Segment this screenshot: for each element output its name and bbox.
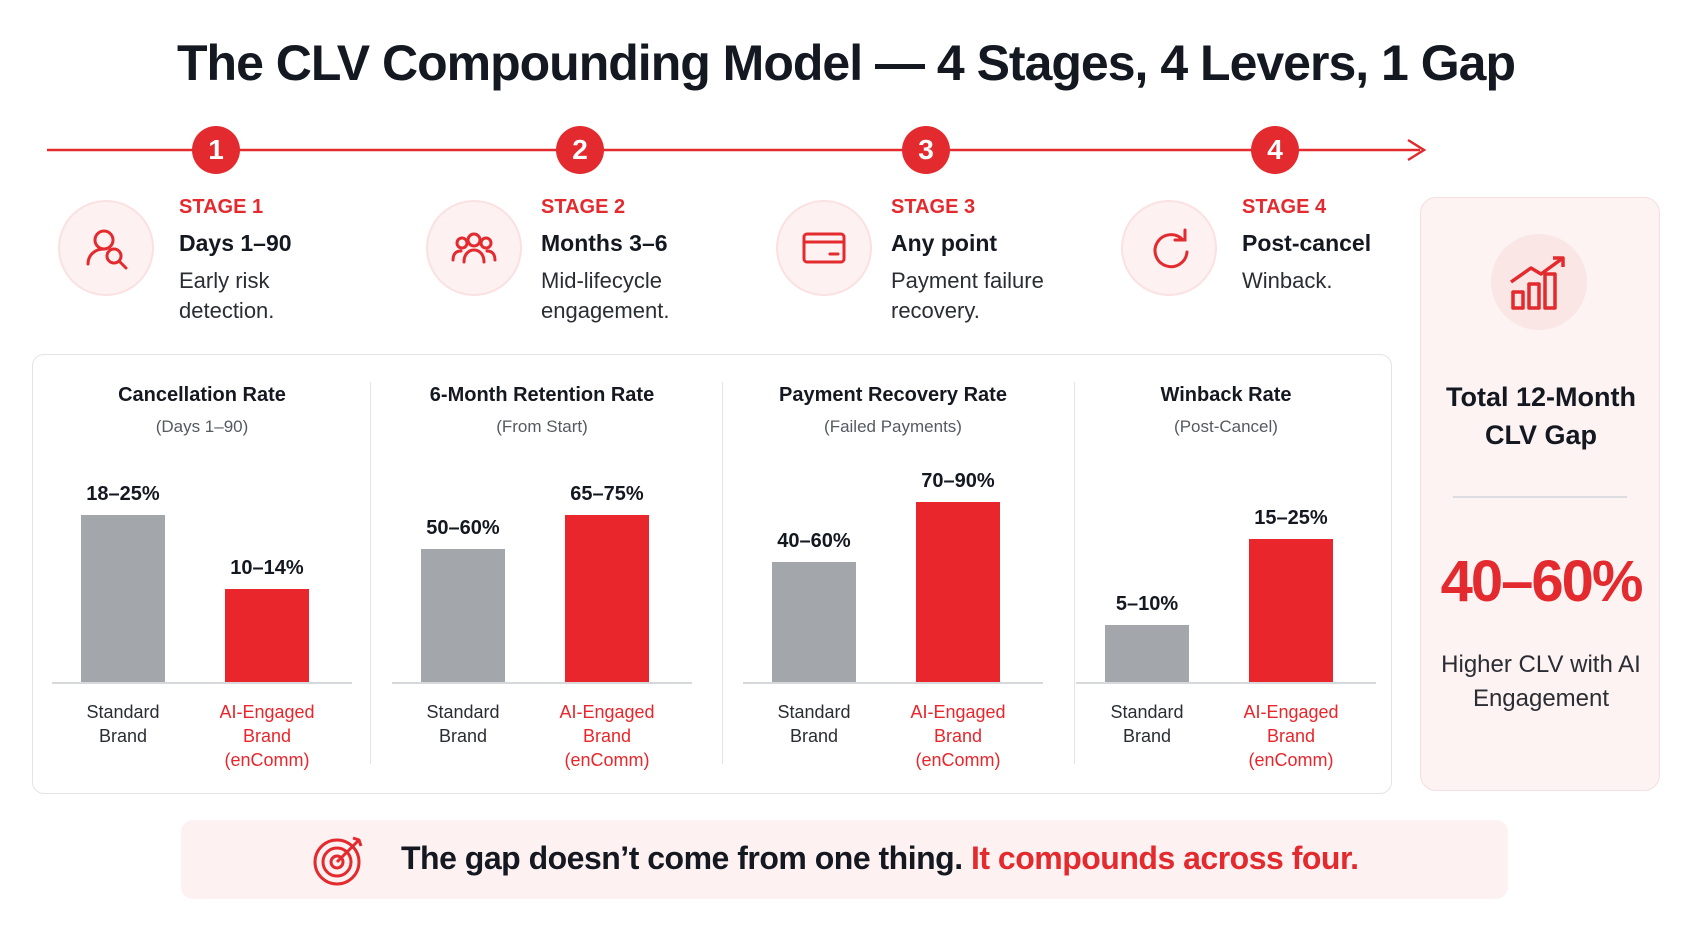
footer-lead: The gap doesn’t come from one thing. (401, 840, 963, 876)
baseline (392, 682, 692, 684)
growth-icon (1491, 234, 1587, 330)
chart-separator (1074, 382, 1075, 764)
stage-description: Early risk detection. (179, 268, 275, 323)
stage-number: 1 (192, 126, 240, 174)
stage-icon (426, 200, 522, 296)
divider (1453, 496, 1627, 498)
category-label: Standard Brand (1110, 702, 1184, 746)
stage-description: Mid-lifecycle engagement. (541, 268, 670, 323)
stage-period: Any point (891, 230, 998, 256)
bar (81, 515, 165, 682)
bar (565, 515, 649, 682)
stage-description: Winback. (1242, 268, 1333, 293)
bar (1105, 624, 1189, 682)
chart-separator (722, 382, 723, 764)
bar (772, 562, 856, 682)
bar (1249, 539, 1333, 682)
stage-label: STAGE 1 (179, 196, 264, 218)
chart-title: Cancellation Rate (118, 384, 286, 406)
chart-title: Winback Rate (1160, 384, 1292, 406)
chart-subtitle: (From Start) (496, 417, 588, 436)
chart-subtitle: (Post-Cancel) (1174, 417, 1278, 436)
stage-number: 4 (1251, 126, 1299, 174)
summary-value: 40–60% (1440, 549, 1644, 614)
category-label: Standard Brand (86, 702, 160, 746)
chart-subtitle: (Failed Payments) (824, 417, 962, 436)
footer-text: The gap doesn’t come from one thing. It … (401, 840, 1359, 877)
stage-number: 3 (902, 126, 950, 174)
summary-title: Total 12-Month CLV Gap (1446, 382, 1636, 450)
category-label: AI-Engaged Brand (enComm) (1243, 702, 1339, 770)
stage-period: Days 1–90 (179, 230, 292, 256)
value-label: 50–60% (426, 516, 500, 539)
category-label: Standard Brand (777, 702, 851, 746)
baseline (52, 682, 352, 684)
value-label: 18–25% (86, 483, 160, 506)
summary-caption: Higher CLV with AI Engagement (1441, 651, 1641, 712)
bar (421, 548, 505, 682)
stage-period: Post-cancel (1242, 230, 1372, 256)
footer-emphasis: It compounds across four. (970, 840, 1359, 876)
category-label: AI-Engaged Brand (enComm) (219, 702, 315, 770)
stage-icon (1121, 200, 1217, 296)
stage-description: Payment failure recovery. (891, 268, 1044, 323)
category-label: AI-Engaged Brand (enComm) (910, 702, 1006, 770)
target-icon (313, 836, 363, 886)
value-label: 65–75% (570, 483, 644, 506)
chart-separator (370, 382, 371, 764)
value-label: 70–90% (921, 470, 995, 492)
value-label: 10–14% (230, 556, 304, 579)
baseline (743, 682, 1043, 684)
page-title: The CLV Compounding Model — 4 Stages, 4 … (177, 35, 1516, 91)
stage-icon (776, 200, 872, 296)
chart-title: Payment Recovery Rate (779, 384, 1007, 406)
category-label: Standard Brand (426, 702, 500, 746)
stage-icon (58, 200, 154, 296)
chart-title: 6-Month Retention Rate (429, 384, 655, 406)
value-label: 15–25% (1254, 507, 1328, 530)
stage-number: 2 (556, 126, 604, 174)
stage-period: Months 3–6 (541, 230, 668, 256)
summary-panel: Total 12-Month CLV Gap 40–60% Higher CLV… (1420, 197, 1660, 791)
footer-banner: The gap doesn’t come from one thing. It … (181, 820, 1508, 899)
timeline (47, 138, 1427, 162)
baseline (1076, 682, 1376, 684)
bar (225, 588, 309, 682)
category-label: AI-Engaged Brand (enComm) (559, 702, 655, 770)
value-label: 5–10% (1115, 592, 1179, 615)
stage-label: STAGE 4 (1242, 196, 1327, 218)
stage-label: STAGE 3 (891, 196, 976, 218)
chart-subtitle: (Days 1–90) (155, 417, 249, 436)
stage-label: STAGE 2 (541, 196, 626, 218)
bar (916, 502, 1000, 682)
value-label: 40–60% (777, 530, 851, 552)
charts-panel (32, 354, 1392, 794)
